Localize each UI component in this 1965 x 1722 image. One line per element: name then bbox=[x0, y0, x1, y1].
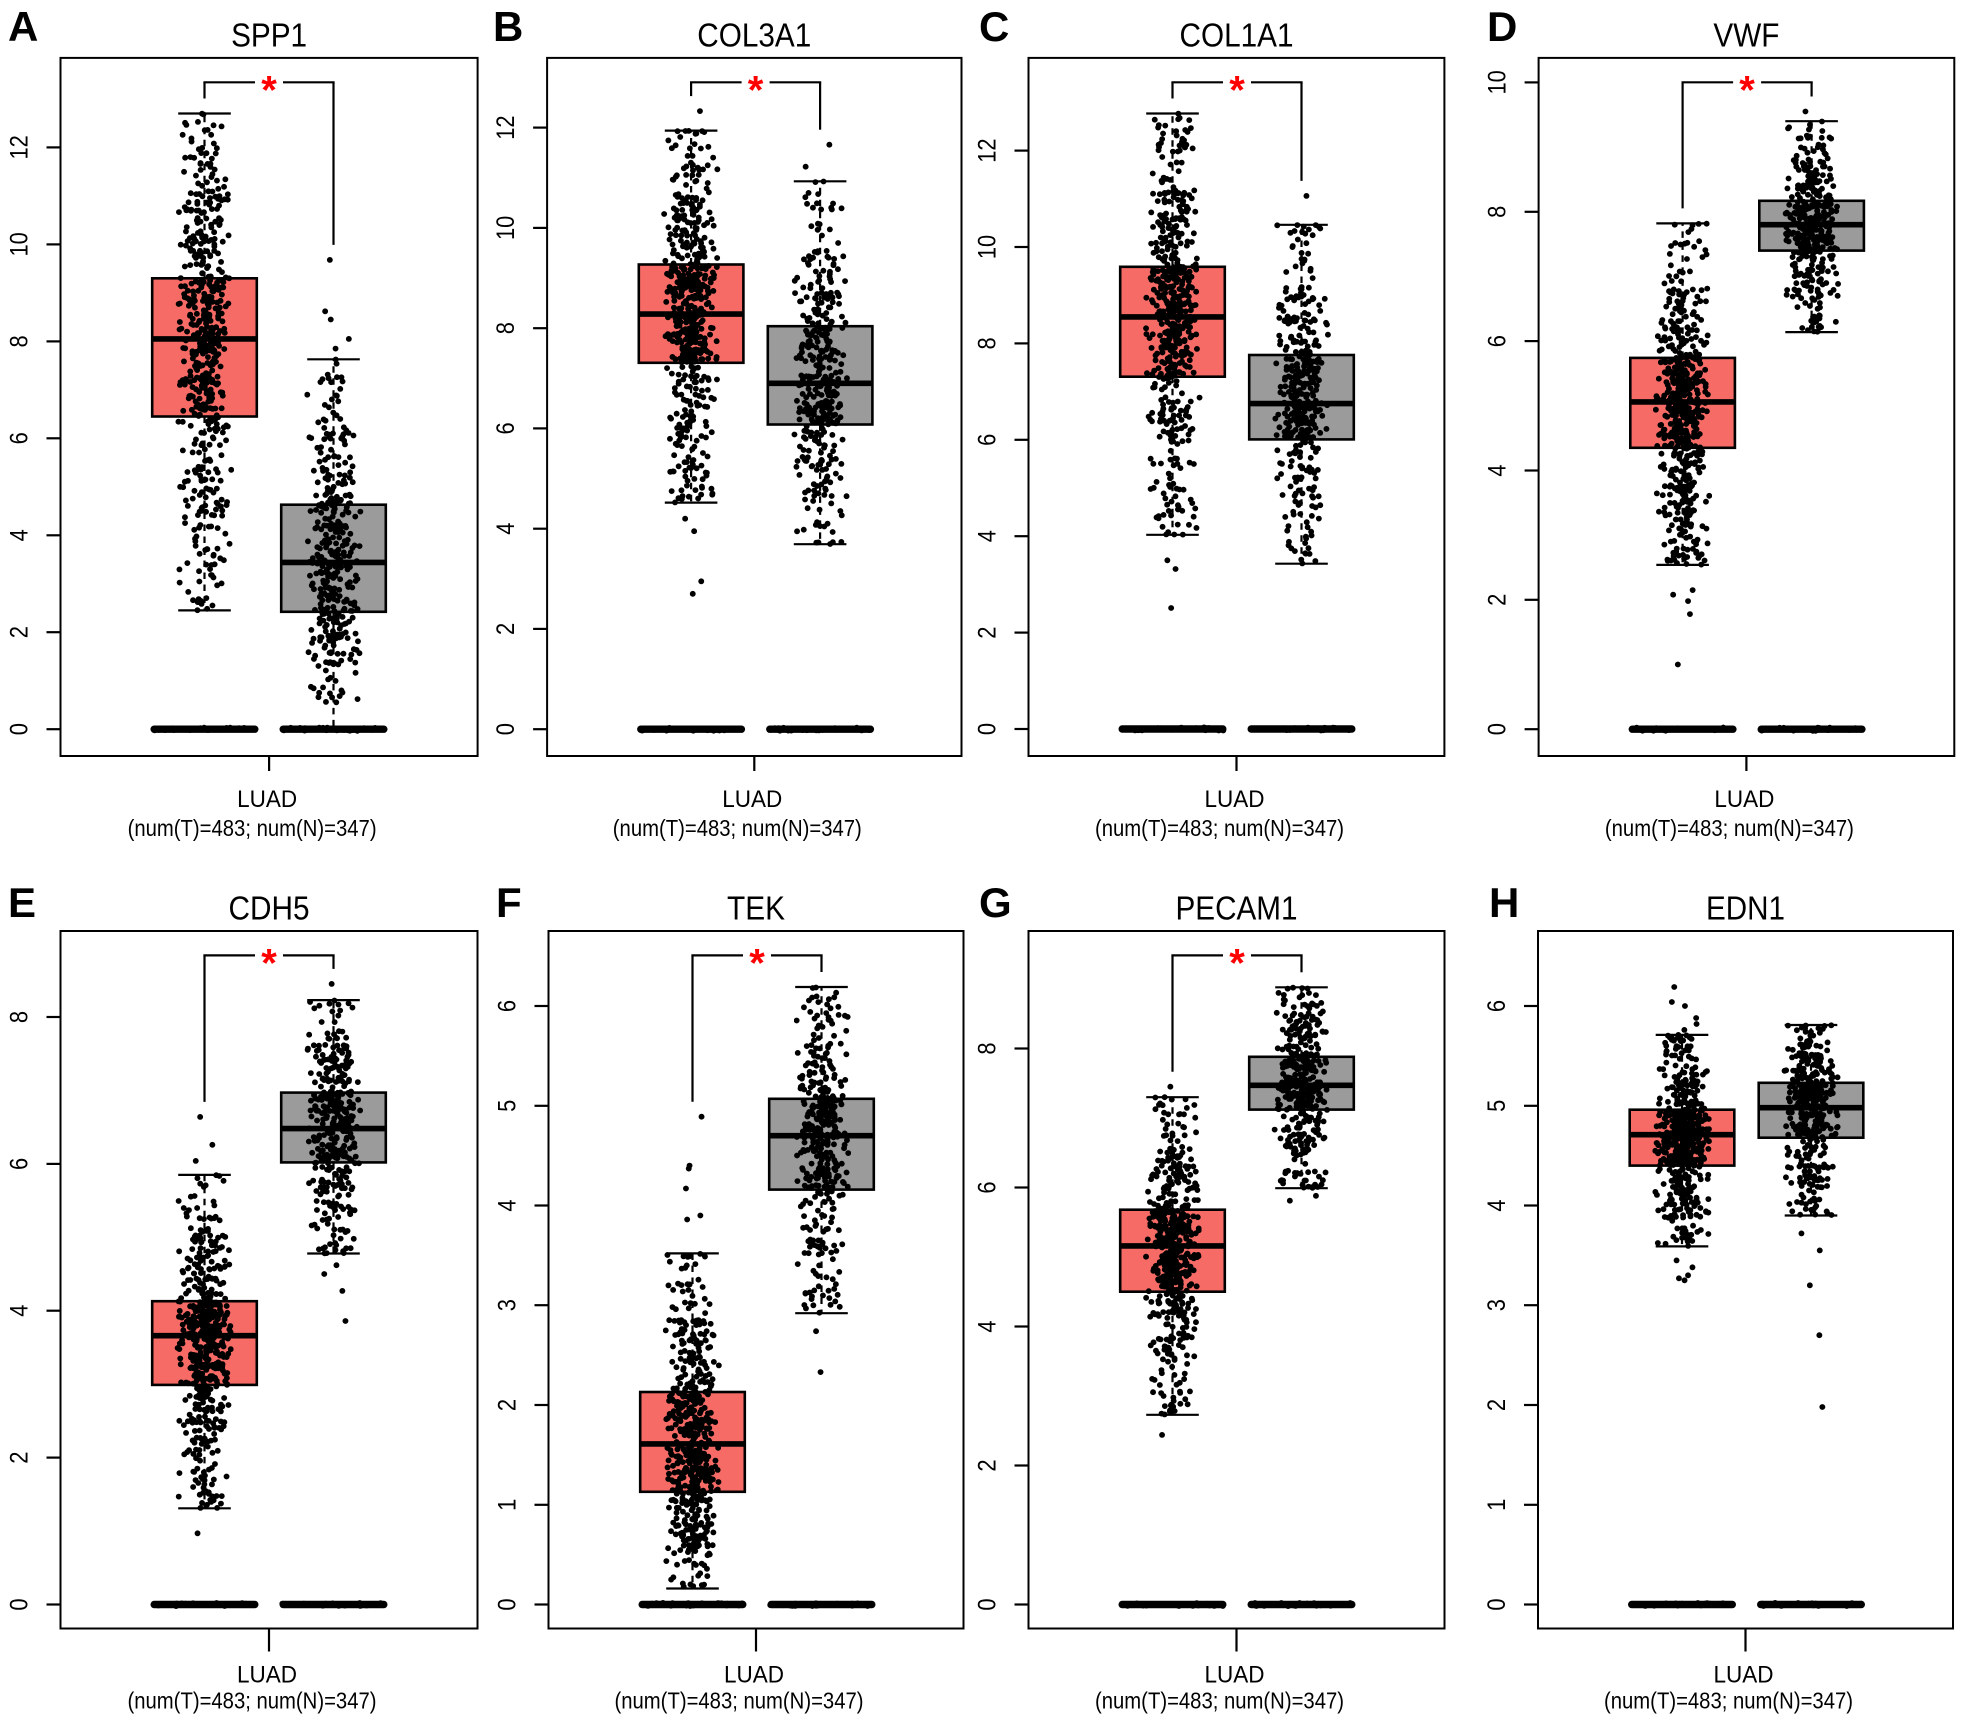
svg-text:COL3A1: COL3A1 bbox=[697, 17, 811, 54]
svg-text:12: 12 bbox=[975, 138, 1002, 162]
svg-text:1: 1 bbox=[1484, 1499, 1511, 1511]
svg-text:G: G bbox=[979, 879, 1012, 926]
svg-text:0: 0 bbox=[975, 723, 1002, 735]
svg-text:4: 4 bbox=[7, 1305, 34, 1317]
svg-text:0: 0 bbox=[1485, 723, 1512, 735]
svg-text:*: * bbox=[1739, 68, 1755, 112]
svg-text:8: 8 bbox=[7, 335, 34, 347]
svg-text:8: 8 bbox=[7, 1011, 34, 1023]
svg-text:E: E bbox=[8, 879, 36, 926]
svg-text:2: 2 bbox=[495, 1399, 522, 1411]
svg-text:0: 0 bbox=[495, 1598, 522, 1610]
svg-text:PECAM1: PECAM1 bbox=[1176, 891, 1298, 928]
svg-text:0: 0 bbox=[975, 1598, 1002, 1610]
svg-text:B: B bbox=[493, 3, 523, 50]
svg-text:LUAD: LUAD bbox=[237, 786, 297, 813]
svg-text:*: * bbox=[749, 941, 765, 985]
svg-text:LUAD: LUAD bbox=[237, 1662, 297, 1689]
svg-text:4: 4 bbox=[1484, 1199, 1511, 1211]
svg-text:(num(T)=483; num(N)=347): (num(T)=483; num(N)=347) bbox=[1604, 1688, 1853, 1714]
svg-text:SPP1: SPP1 bbox=[231, 17, 307, 54]
svg-text:*: * bbox=[1229, 941, 1245, 985]
svg-text:*: * bbox=[261, 941, 277, 985]
svg-text:TEK: TEK bbox=[727, 891, 785, 928]
svg-text:(num(T)=483; num(N)=347): (num(T)=483; num(N)=347) bbox=[1095, 815, 1344, 841]
svg-text:LUAD: LUAD bbox=[722, 786, 782, 813]
svg-text:VWF: VWF bbox=[1713, 17, 1779, 54]
svg-text:6: 6 bbox=[495, 1000, 522, 1012]
svg-text:2: 2 bbox=[1485, 594, 1512, 606]
svg-text:5: 5 bbox=[495, 1100, 522, 1112]
svg-text:8: 8 bbox=[1485, 206, 1512, 218]
svg-text:6: 6 bbox=[7, 1158, 34, 1170]
svg-text:8: 8 bbox=[493, 322, 520, 334]
svg-text:0: 0 bbox=[1484, 1598, 1511, 1610]
svg-text:D: D bbox=[1487, 3, 1517, 50]
svg-text:LUAD: LUAD bbox=[724, 1662, 784, 1689]
svg-text:H: H bbox=[1489, 879, 1519, 926]
svg-text:COL1A1: COL1A1 bbox=[1180, 17, 1294, 54]
svg-text:5: 5 bbox=[1484, 1100, 1511, 1112]
svg-text:12: 12 bbox=[7, 135, 34, 159]
svg-text:A: A bbox=[8, 3, 38, 50]
svg-text:6: 6 bbox=[975, 1181, 1002, 1193]
svg-text:6: 6 bbox=[7, 432, 34, 444]
svg-text:6: 6 bbox=[1485, 335, 1512, 347]
svg-text:EDN1: EDN1 bbox=[1706, 891, 1785, 928]
svg-text:3: 3 bbox=[495, 1299, 522, 1311]
svg-text:2: 2 bbox=[975, 627, 1002, 639]
svg-text:10: 10 bbox=[975, 235, 1002, 259]
svg-text:0: 0 bbox=[7, 723, 34, 735]
svg-text:*: * bbox=[261, 68, 277, 112]
svg-text:4: 4 bbox=[975, 1320, 1002, 1332]
svg-text:2: 2 bbox=[493, 623, 520, 635]
svg-text:10: 10 bbox=[1485, 70, 1512, 94]
svg-text:2: 2 bbox=[7, 1452, 34, 1464]
svg-text:LUAD: LUAD bbox=[1205, 786, 1265, 813]
svg-text:6: 6 bbox=[493, 422, 520, 434]
svg-text:*: * bbox=[1229, 68, 1245, 112]
svg-text:4: 4 bbox=[495, 1199, 522, 1211]
svg-text:4: 4 bbox=[975, 530, 1002, 542]
svg-text:F: F bbox=[496, 879, 522, 926]
svg-text:8: 8 bbox=[975, 337, 1002, 349]
svg-text:(num(T)=483; num(N)=347): (num(T)=483; num(N)=347) bbox=[1095, 1688, 1344, 1714]
svg-text:2: 2 bbox=[1484, 1399, 1511, 1411]
svg-text:6: 6 bbox=[1484, 1000, 1511, 1012]
svg-text:(num(T)=483; num(N)=347): (num(T)=483; num(N)=347) bbox=[128, 1688, 377, 1714]
svg-text:LUAD: LUAD bbox=[1714, 786, 1774, 813]
svg-text:8: 8 bbox=[975, 1042, 1002, 1054]
svg-text:12: 12 bbox=[493, 115, 520, 139]
svg-text:4: 4 bbox=[7, 529, 34, 541]
svg-text:3: 3 bbox=[1484, 1299, 1511, 1311]
svg-text:2: 2 bbox=[975, 1459, 1002, 1471]
svg-text:(num(T)=483; num(N)=347): (num(T)=483; num(N)=347) bbox=[128, 815, 377, 841]
svg-text:2: 2 bbox=[7, 626, 34, 638]
svg-text:10: 10 bbox=[7, 232, 34, 256]
svg-text:LUAD: LUAD bbox=[1205, 1662, 1265, 1689]
svg-text:(num(T)=483; num(N)=347): (num(T)=483; num(N)=347) bbox=[615, 1688, 864, 1714]
svg-text:(num(T)=483; num(N)=347): (num(T)=483; num(N)=347) bbox=[1605, 815, 1854, 841]
svg-text:*: * bbox=[748, 68, 764, 112]
svg-text:6: 6 bbox=[975, 434, 1002, 446]
svg-text:LUAD: LUAD bbox=[1714, 1662, 1774, 1689]
svg-text:4: 4 bbox=[493, 523, 520, 535]
svg-text:1: 1 bbox=[495, 1499, 522, 1511]
svg-text:0: 0 bbox=[493, 723, 520, 735]
svg-text:4: 4 bbox=[1485, 464, 1512, 476]
svg-text:(num(T)=483; num(N)=347): (num(T)=483; num(N)=347) bbox=[613, 815, 862, 841]
svg-text:10: 10 bbox=[493, 216, 520, 240]
svg-text:C: C bbox=[979, 3, 1009, 50]
svg-text:CDH5: CDH5 bbox=[229, 891, 310, 928]
svg-text:0: 0 bbox=[7, 1598, 34, 1610]
